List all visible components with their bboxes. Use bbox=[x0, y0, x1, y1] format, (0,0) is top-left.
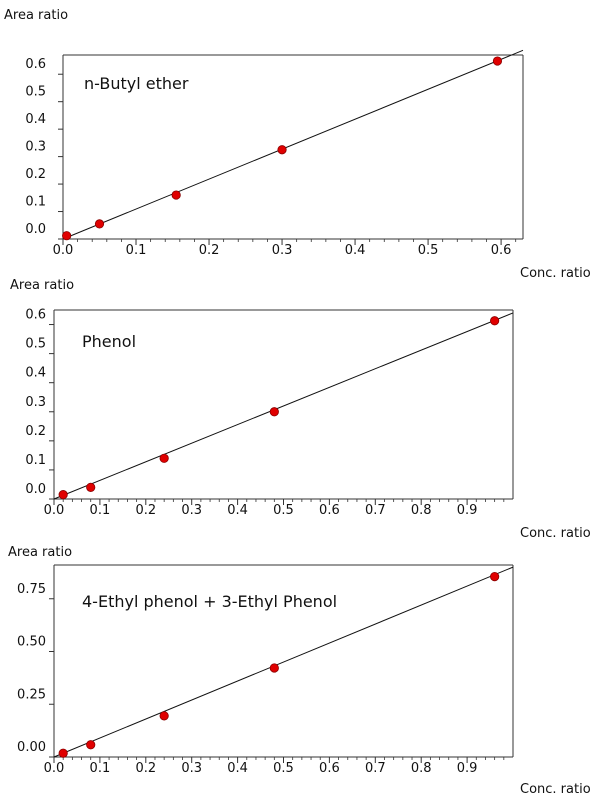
y-tick-label: 0.2 bbox=[25, 424, 46, 439]
x-tick-label: 0.7 bbox=[365, 761, 386, 776]
x-axis-label: Conc. ratio bbox=[520, 526, 591, 541]
x-tick-label: 0.4 bbox=[227, 503, 248, 518]
y-axis-label: Area ratio bbox=[4, 8, 68, 23]
data-point bbox=[62, 231, 72, 241]
x-tick-label: 0.0 bbox=[44, 761, 65, 776]
data-point bbox=[277, 145, 287, 155]
x-tick-label: 0.1 bbox=[90, 761, 111, 776]
y-tick-label: 0.1 bbox=[25, 453, 46, 468]
regression-line bbox=[53, 566, 514, 758]
chart-panel-3: Area ratio 0.00 0.25 0.50 0.75 0.0 0.1 0.2 0.3 0.… bbox=[8, 545, 591, 797]
y-axis-label: Area ratio bbox=[10, 278, 74, 293]
series-annotation: n-Butyl ether bbox=[84, 74, 189, 93]
x-tick-label: 0.3 bbox=[181, 503, 202, 518]
y-axis-label: Area ratio bbox=[8, 545, 72, 560]
y-tick-label: 0.3 bbox=[25, 140, 46, 155]
x-tick-label: 0.0 bbox=[44, 503, 65, 518]
y-tick-label: 0.75 bbox=[17, 582, 46, 597]
y-tick-label: 0.00 bbox=[17, 740, 46, 755]
x-tick-label: 0.6 bbox=[491, 243, 512, 258]
x-tick-label: 0.5 bbox=[273, 761, 294, 776]
x-axis-label: Conc. ratio bbox=[520, 266, 591, 281]
y-tick-label: 0.5 bbox=[25, 337, 46, 352]
chart-panel-1: Area ratio 0.0 0.1 0.2 0.3 0.4 0.5 0.6 0.0 0.1 0.2… bbox=[4, 8, 591, 281]
data-point bbox=[94, 219, 105, 229]
x-tick-label: 0.3 bbox=[181, 761, 202, 776]
x-tick-label: 0.6 bbox=[319, 503, 340, 518]
y-tick-label: 0.6 bbox=[25, 57, 46, 72]
data-point bbox=[86, 482, 96, 492]
y-tick-label: 0.0 bbox=[25, 482, 46, 497]
data-point bbox=[58, 490, 68, 500]
y-tick-label: 0.6 bbox=[25, 308, 46, 323]
y-tick-label: 0.25 bbox=[17, 687, 46, 702]
chart-panel-2: Area ratio 0.0 0.1 0.2 0.3 0.4 0.5 0.6 0.0 0.1 0.2… bbox=[10, 278, 591, 541]
data-point bbox=[171, 190, 181, 200]
x-tick-label: 0.5 bbox=[418, 243, 439, 258]
data-point bbox=[269, 663, 279, 673]
x-tick-label: 0.3 bbox=[272, 243, 293, 258]
y-tick-label: 0.50 bbox=[17, 635, 46, 650]
y-tick-label: 0.4 bbox=[25, 112, 46, 127]
y-tick-label: 0.0 bbox=[25, 222, 46, 237]
x-tick-label: 0.5 bbox=[273, 503, 294, 518]
y-tick-label: 0.3 bbox=[25, 395, 46, 410]
x-tick-label: 0.4 bbox=[227, 761, 248, 776]
x-tick-label: 0.6 bbox=[319, 761, 340, 776]
data-point bbox=[58, 748, 68, 758]
x-axis-label: Conc. ratio bbox=[520, 782, 591, 797]
x-tick-label: 0.4 bbox=[345, 243, 366, 258]
x-tick-label: 0.9 bbox=[457, 761, 478, 776]
data-point bbox=[159, 453, 169, 463]
x-tick-label: 0.8 bbox=[411, 761, 432, 776]
y-tick-label: 0.4 bbox=[25, 366, 46, 381]
data-point bbox=[490, 316, 500, 326]
regression-line bbox=[53, 312, 514, 500]
x-tick-label: 0.2 bbox=[135, 761, 156, 776]
x-tick-label: 0.7 bbox=[365, 503, 386, 518]
data-point bbox=[86, 740, 96, 750]
series-annotation: 4-Ethyl phenol + 3-Ethyl Phenol bbox=[82, 592, 337, 611]
y-tick-label: 0.5 bbox=[25, 85, 46, 100]
data-point bbox=[269, 407, 279, 417]
data-point bbox=[159, 711, 169, 721]
y-tick-label: 0.2 bbox=[25, 167, 46, 182]
y-tick-label: 0.1 bbox=[25, 195, 46, 210]
x-tick-label: 0.2 bbox=[135, 503, 156, 518]
x-tick-label: 0.0 bbox=[53, 243, 74, 258]
data-point bbox=[490, 572, 500, 582]
series-annotation: Phenol bbox=[82, 332, 136, 351]
data-point bbox=[492, 56, 503, 66]
x-tick-label: 0.9 bbox=[457, 503, 478, 518]
x-tick-label: 0.1 bbox=[90, 503, 111, 518]
regression-line bbox=[62, 49, 524, 240]
x-tick-label: 0.2 bbox=[199, 243, 220, 258]
x-tick-label: 0.1 bbox=[126, 243, 147, 258]
x-tick-label: 0.8 bbox=[411, 503, 432, 518]
